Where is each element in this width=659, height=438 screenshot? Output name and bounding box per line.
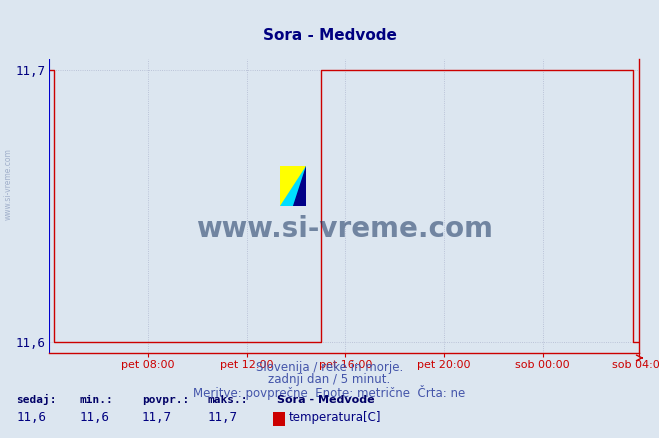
Text: sedaj:: sedaj: [16,394,57,405]
Text: min.:: min.: [79,395,113,405]
Text: povpr.:: povpr.: [142,395,189,405]
Text: zadnji dan / 5 minut.: zadnji dan / 5 minut. [268,373,391,386]
Polygon shape [280,166,306,206]
Text: 11,7: 11,7 [208,411,238,424]
Text: Slovenija / reke in morje.: Slovenija / reke in morje. [256,361,403,374]
Text: temperatura[C]: temperatura[C] [289,411,381,424]
Text: Sora - Medvode: Sora - Medvode [277,395,374,405]
Text: Meritve: povprečne  Enote: metrične  Črta: ne: Meritve: povprečne Enote: metrične Črta:… [193,385,466,400]
Text: 11,6: 11,6 [16,411,47,424]
Polygon shape [280,166,306,206]
Text: 11,6: 11,6 [79,411,109,424]
Text: 11,7: 11,7 [142,411,172,424]
Text: maks.:: maks.: [208,395,248,405]
Text: Sora - Medvode: Sora - Medvode [262,28,397,42]
Polygon shape [293,166,306,206]
Text: www.si-vreme.com: www.si-vreme.com [3,148,13,220]
Text: www.si-vreme.com: www.si-vreme.com [196,215,493,244]
